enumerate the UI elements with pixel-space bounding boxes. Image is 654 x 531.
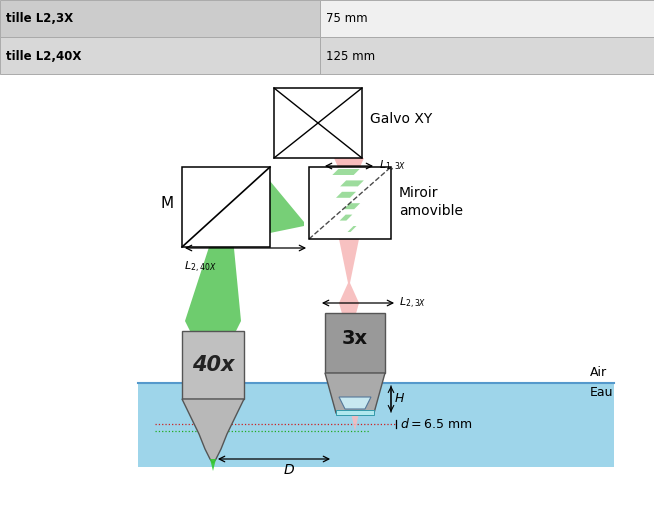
- Polygon shape: [208, 361, 218, 383]
- Bar: [309, 167, 391, 239]
- Polygon shape: [182, 399, 244, 463]
- Polygon shape: [221, 181, 304, 233]
- Bar: [274, 88, 362, 158]
- Text: 3x: 3x: [342, 329, 368, 347]
- Text: Galvo XY: Galvo XY: [370, 112, 432, 126]
- Polygon shape: [339, 283, 359, 303]
- Bar: [320, 37, 654, 74]
- Polygon shape: [334, 158, 364, 167]
- Bar: [325, 313, 385, 373]
- Polygon shape: [325, 373, 385, 413]
- Text: tille L2,3X: tille L2,3X: [6, 13, 73, 25]
- Text: 125 mm: 125 mm: [326, 49, 375, 63]
- Polygon shape: [332, 169, 360, 175]
- Text: amovible: amovible: [399, 204, 463, 218]
- Polygon shape: [339, 226, 359, 239]
- Polygon shape: [338, 167, 360, 226]
- Text: tille L2,40X: tille L2,40X: [6, 49, 81, 63]
- Text: Air: Air: [590, 366, 607, 380]
- Bar: [0, 37, 320, 74]
- Polygon shape: [344, 203, 360, 209]
- Text: $L_{2,40X}$: $L_{2,40X}$: [184, 260, 216, 275]
- Bar: [138, 383, 614, 467]
- Polygon shape: [340, 181, 364, 186]
- Text: 75 mm: 75 mm: [326, 13, 368, 25]
- Text: M: M: [161, 195, 174, 210]
- Text: $H$: $H$: [394, 392, 405, 406]
- Polygon shape: [347, 226, 356, 232]
- Bar: [182, 331, 244, 399]
- Polygon shape: [210, 459, 216, 471]
- Text: $d = 6.5$ mm: $d = 6.5$ mm: [400, 417, 472, 431]
- Polygon shape: [186, 171, 266, 243]
- Bar: [182, 167, 270, 247]
- Polygon shape: [339, 303, 359, 333]
- Polygon shape: [343, 333, 355, 361]
- Bar: [320, 0, 654, 37]
- Polygon shape: [339, 397, 371, 409]
- Text: Miroir: Miroir: [399, 186, 438, 200]
- Polygon shape: [351, 413, 359, 431]
- Polygon shape: [185, 207, 241, 361]
- Bar: [336, 410, 374, 415]
- Polygon shape: [339, 215, 353, 220]
- Polygon shape: [336, 192, 356, 198]
- Text: $L_{2,3X}$: $L_{2,3X}$: [399, 295, 426, 311]
- Polygon shape: [339, 239, 359, 283]
- Bar: [0, 0, 320, 37]
- Text: $L_{1,3X}$: $L_{1,3X}$: [379, 158, 406, 174]
- Text: 40x: 40x: [192, 355, 234, 375]
- Text: $D$: $D$: [283, 463, 295, 477]
- Text: Eau: Eau: [590, 387, 613, 399]
